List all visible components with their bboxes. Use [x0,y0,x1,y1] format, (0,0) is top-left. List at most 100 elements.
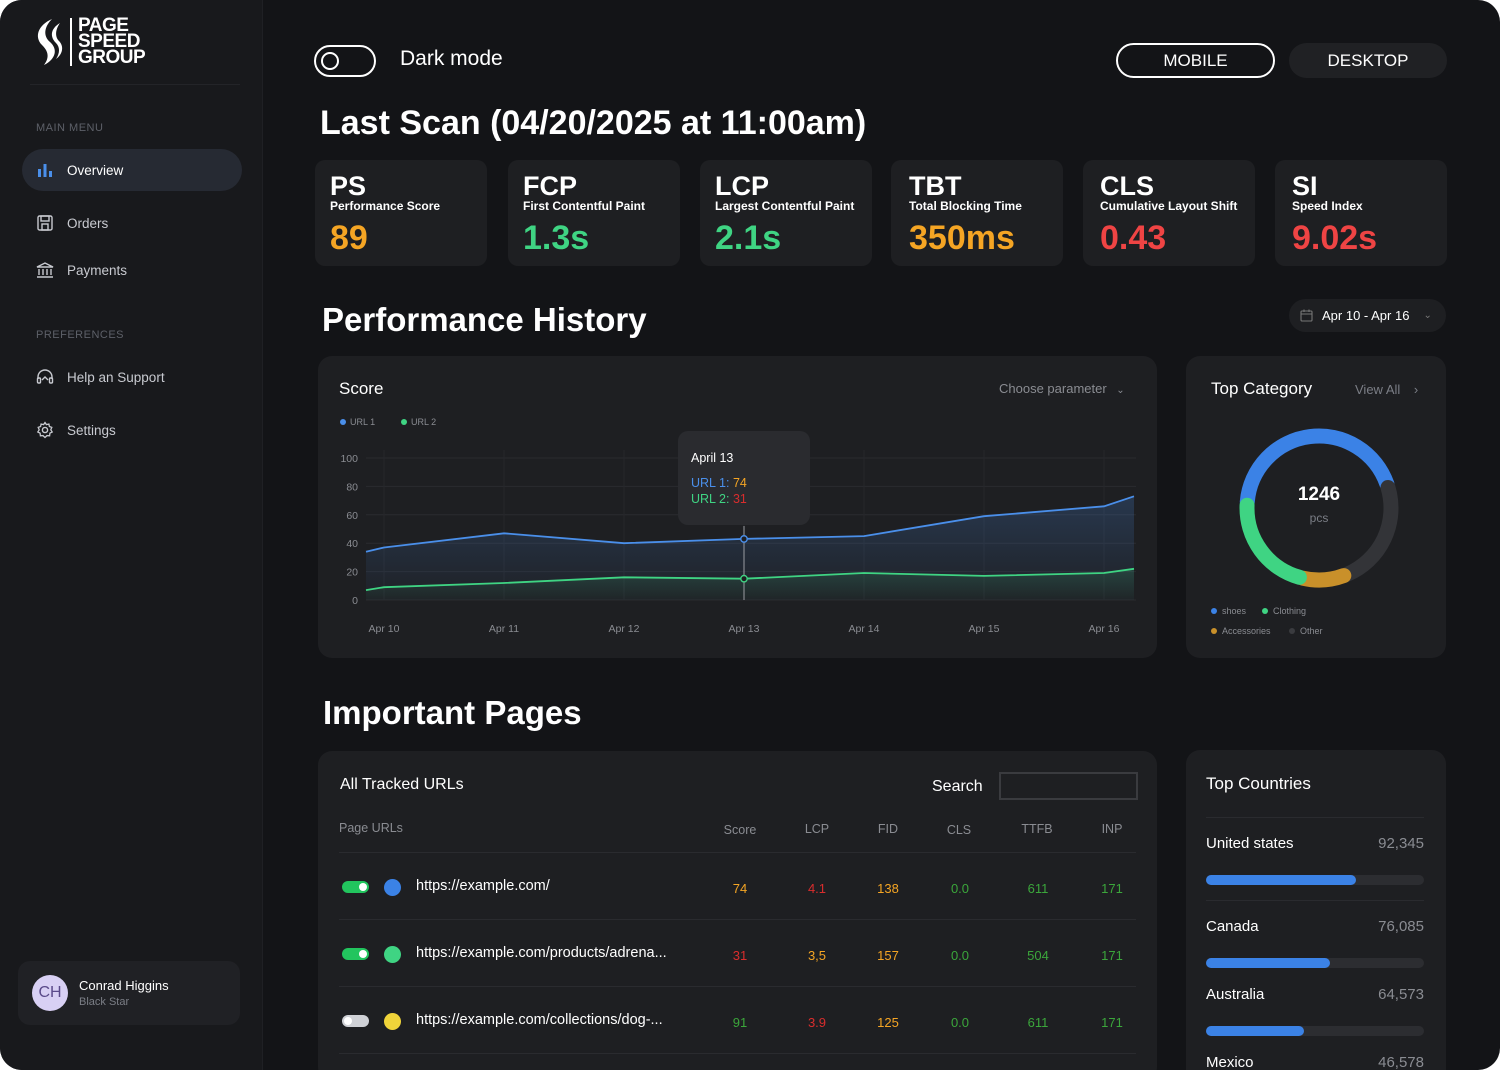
metric-card-ps: PS Performance Score 89 [315,160,487,266]
date-range-label: Apr 10 - Apr 16 [1322,308,1410,323]
sidebar-item-overview[interactable]: Overview [22,149,242,191]
table-row[interactable]: https://example.com/ 74 4.1 138 0.0 611 … [318,853,1157,919]
cell-cls: 0.0 [950,881,970,896]
sidebar-item-label: Help an Support [67,369,165,385]
metric-value: 9.02s [1292,219,1378,257]
legend-label: Accessories [1222,626,1271,636]
legend-label: URL 2 [411,417,437,427]
legend-dot [1262,608,1268,614]
main-menu-heading: MAIN MENU [36,122,104,134]
top-category-title: Top Category [1211,379,1313,398]
sidebar-item-help-support[interactable]: Help an Support [22,356,242,398]
metric-card-cls: CLS Cumulative Layout Shift 0.43 [1083,160,1255,266]
column-header-inp: INP [1101,822,1123,836]
metric-abbr: PS [330,171,367,201]
y-tick-label: 80 [346,481,358,493]
gear-icon [36,421,54,439]
country-name: United states [1206,835,1294,852]
country-value: 76,085 [1378,918,1424,935]
x-tick-label: Apr 12 [609,623,640,635]
row-divider [339,986,1136,987]
country-row-canada: Canada 76,085 [1206,918,1424,935]
score-area-chart: 0 20 40 60 80 100 Apr 10 Apr 11 Apr 12 Apr 13 Apr … [340,450,1136,635]
metric-abbr: FCP [523,171,577,201]
row-url[interactable]: https://example.com/collections/dog-... [416,1012,663,1028]
sidebar-item-settings[interactable]: Settings [22,409,242,451]
legend-clothing: Clothing [1262,606,1306,616]
search-label: Search [932,778,983,795]
cell-score: 74 [732,881,748,896]
country-name: Canada [1206,918,1259,935]
donut-total: 1246 [1297,484,1341,505]
metric-full-name: Performance Score [330,199,441,213]
brand-swoosh-icon [37,19,63,65]
metric-abbr: LCP [715,171,769,201]
view-all-link[interactable]: View All › [1355,382,1418,397]
sidebar-item-label: Orders [67,215,109,231]
legend-label: URL 1 [350,417,376,427]
sidebar-divider [30,84,240,85]
brand-logo[interactable]: PAGE SPEED GROUP [30,16,146,68]
cell-cls: 0.0 [950,1015,970,1030]
mobile-button[interactable]: MOBILE [1116,43,1275,78]
column-header-page-urls: Page URLs [339,821,403,835]
row-enabled-toggle[interactable] [342,1015,369,1027]
row-enabled-toggle[interactable] [342,881,369,893]
legend-dot [1211,608,1217,614]
avatar: CH [32,975,68,1011]
country-row-united-states: United states 92,345 [1206,835,1424,852]
user-profile-card[interactable]: CH Conrad Higgins Black Star [18,961,240,1025]
tooltip-url1-label: URL 1: [691,476,730,490]
row-divider [339,852,1136,853]
country-bar-fill [1206,1026,1305,1036]
donut-segment-other [1339,479,1399,582]
table-row[interactable]: https://example.com/collections/dog-... … [318,987,1157,1053]
row-color-dot [384,946,401,963]
country-value: 46,578 [1378,1054,1424,1070]
search-input[interactable] [999,772,1138,800]
row-enabled-toggle[interactable] [342,948,369,960]
row-url[interactable]: https://example.com/products/adrena... [416,945,667,961]
cell-ttfb: 611 [1027,1015,1049,1030]
sidebar-item-payments[interactable]: Payments [22,249,242,291]
metric-abbr: SI [1292,171,1318,201]
headset-icon [36,369,54,384]
cell-inp: 171 [1101,1015,1123,1030]
choose-parameter-dropdown[interactable]: Choose parameter ⌄ [999,381,1125,396]
legend-other: Other [1289,626,1323,636]
desktop-button[interactable]: DESKTOP [1289,43,1447,78]
row-url[interactable]: https://example.com/ [416,878,550,894]
chevron-right-icon: › [1413,382,1419,397]
sidebar-item-orders[interactable]: Orders [22,202,242,244]
tooltip-date: April 13 [691,451,734,465]
important-pages-title: Important Pages [323,694,582,731]
metric-card-fcp: FCP First Contentful Paint 1.3s [508,160,680,266]
column-header-fid: FID [877,822,899,836]
score-card-title: Score [339,379,384,398]
x-tick-label: Apr 14 [849,623,880,635]
dark-mode-toggle[interactable] [314,45,376,77]
legend-url-1: URL 1 [340,417,375,427]
date-range-picker[interactable]: Apr 10 - Apr 16 ⌄ [1289,299,1446,332]
chevron-down-icon: ⌄ [1423,310,1432,321]
donut-unit: pcs [1309,511,1329,525]
y-tick-label: 60 [346,510,358,522]
x-tick-label: Apr 11 [489,623,519,635]
legend-dot [1289,628,1295,634]
card-divider [1206,900,1424,901]
country-bar [1206,958,1424,968]
donut-segment-shoes [1239,428,1395,510]
row-color-dot [384,879,401,896]
country-bar [1206,875,1424,885]
cell-fid: 157 [877,948,899,963]
country-name: Australia [1206,986,1265,1003]
country-value: 64,573 [1378,986,1424,1003]
legend-dot [401,419,407,425]
cell-cls: 0.0 [950,948,970,963]
brand-line-3: GROUP [78,47,146,68]
table-row[interactable]: https://example.com/products/adrena... 3… [318,920,1157,986]
row-color-dot [384,1013,401,1030]
toggle-knob [344,1017,352,1025]
column-header-score: Score [723,823,757,837]
